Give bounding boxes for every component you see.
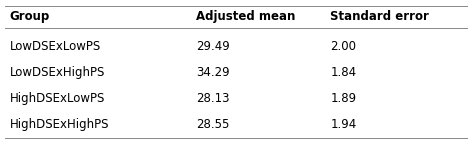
Text: 34.29: 34.29 — [196, 66, 229, 79]
Text: 1.94: 1.94 — [330, 118, 357, 131]
Text: LowDSExLowPS: LowDSExLowPS — [9, 40, 101, 53]
Text: HighDSExHighPS: HighDSExHighPS — [9, 118, 109, 131]
Text: Group: Group — [9, 10, 50, 23]
Text: HighDSExLowPS: HighDSExLowPS — [9, 92, 105, 105]
Text: Standard error: Standard error — [330, 10, 429, 23]
Text: 2.00: 2.00 — [330, 40, 356, 53]
Text: 29.49: 29.49 — [196, 40, 230, 53]
Text: 28.13: 28.13 — [196, 92, 229, 105]
Text: 28.55: 28.55 — [196, 118, 229, 131]
Text: Adjusted mean: Adjusted mean — [196, 10, 295, 23]
Text: 1.84: 1.84 — [330, 66, 356, 79]
Text: 1.89: 1.89 — [330, 92, 356, 105]
Text: LowDSExHighPS: LowDSExHighPS — [9, 66, 105, 79]
